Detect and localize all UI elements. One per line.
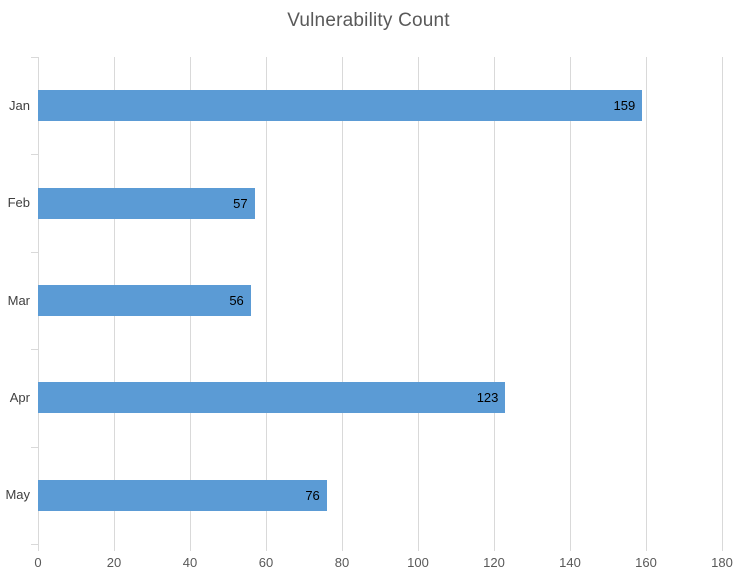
x-axis-label: 140 xyxy=(559,555,581,570)
x-axis-label: 120 xyxy=(483,555,505,570)
category-axis-tick xyxy=(31,57,38,58)
x-axis-tick xyxy=(190,544,191,551)
category-axis-tick xyxy=(31,349,38,351)
x-axis-tick xyxy=(114,544,115,551)
bar-apr: 123 xyxy=(38,382,506,414)
category-label: Jan xyxy=(9,97,30,113)
category-axis-tick xyxy=(31,251,38,253)
category-axis-tick xyxy=(31,446,38,448)
x-axis-tick xyxy=(418,544,419,551)
gridline xyxy=(570,57,571,544)
x-axis-tick xyxy=(266,544,267,551)
bar-jan: 159 xyxy=(38,90,643,122)
bar-value-label: 56 xyxy=(229,293,244,308)
gridline xyxy=(418,57,419,544)
bar-value-label: 123 xyxy=(476,390,499,406)
x-axis-label: 100 xyxy=(407,555,429,570)
x-axis-tick xyxy=(570,544,571,551)
bar-feb: 57 xyxy=(38,187,255,219)
x-axis-label: 0 xyxy=(34,555,42,570)
bar-value-label: 159 xyxy=(613,98,636,114)
gridline xyxy=(494,57,495,544)
x-axis-tick xyxy=(342,544,343,551)
x-axis-label: 40 xyxy=(182,555,198,570)
category-label: Mar xyxy=(7,292,30,308)
x-axis-tick xyxy=(646,544,647,551)
plot-area: 0 20 40 60 80 100 120 140 160 180 159 Jan 57 Feb 56 Mar… xyxy=(5,57,733,570)
category-label: Apr xyxy=(9,389,30,405)
gridline xyxy=(722,57,723,544)
bar-value-label: 76 xyxy=(305,487,320,503)
category-label: May xyxy=(5,487,30,503)
x-axis-label: 60 xyxy=(258,555,274,570)
gridline xyxy=(646,57,647,544)
x-axis-label: 80 xyxy=(334,555,350,570)
gridline xyxy=(266,57,267,544)
chart-title: Vulnerability Count xyxy=(287,10,450,31)
bar-may: 76 xyxy=(38,479,327,511)
category-axis-tick xyxy=(31,154,38,156)
x-axis-label: 20 xyxy=(106,555,122,570)
x-axis-tick xyxy=(722,544,723,551)
category-label: Feb xyxy=(7,195,30,211)
x-axis-tick xyxy=(38,544,39,551)
gridline xyxy=(342,57,343,544)
bar-value-label: 57 xyxy=(233,195,248,211)
x-axis-label: 180 xyxy=(711,555,733,570)
bar-mar: 56 xyxy=(38,285,251,316)
x-axis-label: 160 xyxy=(635,555,657,570)
category-axis-tick xyxy=(31,544,38,545)
x-axis-tick xyxy=(494,544,495,551)
